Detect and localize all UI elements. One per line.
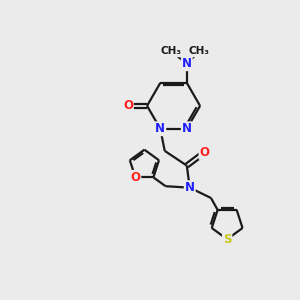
Text: CH₃: CH₃ [189, 46, 210, 56]
Text: N: N [182, 122, 192, 135]
Text: S: S [223, 233, 231, 246]
Text: CH₃: CH₃ [161, 46, 182, 56]
Text: N: N [182, 57, 192, 70]
Text: O: O [200, 146, 209, 159]
Text: N: N [185, 181, 195, 194]
Text: O: O [123, 99, 133, 112]
Text: N: N [155, 122, 165, 135]
Text: O: O [130, 171, 140, 184]
